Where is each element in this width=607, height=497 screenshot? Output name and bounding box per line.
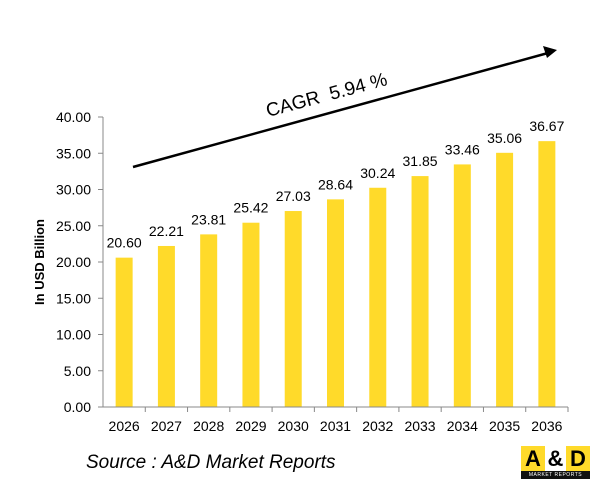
company-logo: A & D MARKET REPORTS — [521, 446, 590, 479]
bar — [369, 187, 387, 407]
y-tick-label: 25.00 — [56, 218, 91, 234]
x-tick-label: 2026 — [109, 418, 140, 434]
x-tick-label: 2029 — [235, 418, 266, 434]
y-tick-label: 5.00 — [64, 363, 91, 379]
cagr-arrow — [132, 51, 549, 169]
bar — [538, 141, 556, 407]
bar — [327, 199, 344, 407]
data-label: 25.42 — [233, 200, 268, 216]
source-text: Source : A&D Market Reports — [86, 452, 336, 473]
x-tick-label: 2035 — [489, 418, 520, 434]
x-tick-label: 2034 — [447, 418, 478, 434]
x-tick-label: 2033 — [404, 418, 435, 434]
x-tick-label: 2031 — [320, 418, 351, 434]
y-tick-label: 0.00 — [64, 399, 91, 415]
data-label: 33.46 — [445, 141, 480, 157]
bar — [496, 152, 514, 407]
bar — [157, 245, 175, 407]
logo-d: D — [566, 446, 590, 471]
y-tick-label: 20.00 — [56, 254, 91, 270]
x-tick-label: 2036 — [531, 418, 562, 434]
data-label: 27.03 — [276, 188, 311, 204]
data-label: 36.67 — [529, 118, 564, 134]
bar — [200, 234, 218, 407]
bar — [242, 222, 260, 407]
logo-tagline: MARKET REPORTS — [521, 471, 590, 479]
data-label: 30.24 — [360, 165, 395, 181]
y-axis-label: In USD Billion — [32, 219, 47, 305]
x-tick-label: 2032 — [362, 418, 393, 434]
data-label: 22.21 — [149, 223, 184, 239]
data-label: 20.60 — [107, 235, 142, 251]
y-tick-label: 35.00 — [56, 145, 91, 161]
x-tick-label: 2030 — [278, 418, 309, 434]
data-label: 28.64 — [318, 176, 353, 192]
y-tick-label: 10.00 — [56, 327, 91, 343]
data-label: 35.06 — [487, 130, 522, 146]
x-tick-label: 2028 — [193, 418, 224, 434]
bar — [115, 257, 133, 407]
arrowhead-icon — [543, 46, 557, 58]
y-tick-label: 15.00 — [56, 290, 91, 306]
bar — [284, 211, 302, 407]
data-label: 31.85 — [403, 153, 438, 169]
y-tick-label: 30.00 — [56, 182, 91, 198]
bar — [411, 176, 429, 407]
y-tick-label: 40.00 — [56, 109, 91, 125]
logo-a: A — [521, 446, 545, 471]
x-tick-label: 2027 — [151, 418, 182, 434]
data-label: 23.81 — [191, 211, 226, 227]
logo-amp: & — [545, 446, 566, 471]
bar — [453, 164, 471, 407]
